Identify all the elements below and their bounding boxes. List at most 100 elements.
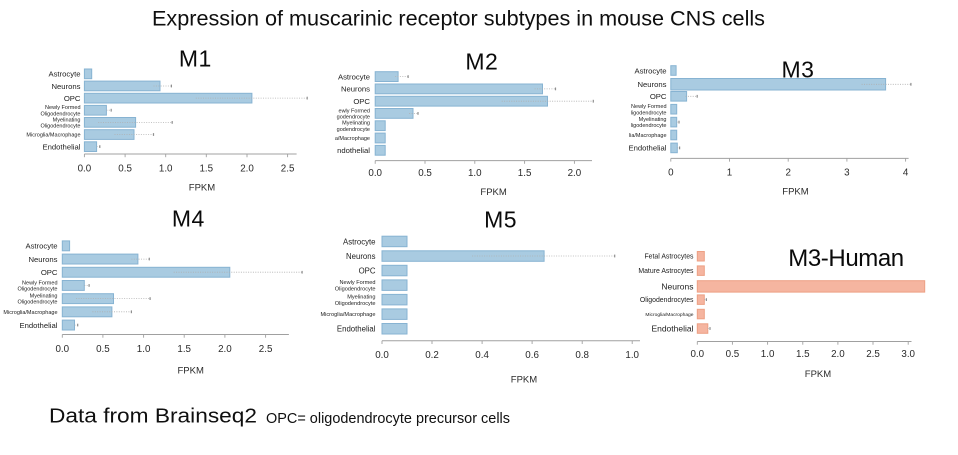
svg-text:OPC: OPC bbox=[359, 266, 376, 275]
svg-text:2.5: 2.5 bbox=[866, 349, 880, 360]
svg-text:Myelinating: Myelinating bbox=[53, 117, 81, 123]
svg-text:ndothelial: ndothelial bbox=[337, 146, 370, 155]
svg-text:0.5: 0.5 bbox=[118, 163, 132, 174]
svg-text:0.5: 0.5 bbox=[726, 349, 740, 360]
svg-text:Astrocyte: Astrocyte bbox=[25, 242, 57, 251]
svg-text:2: 2 bbox=[785, 168, 790, 179]
svg-text:Newly Formed: Newly Formed bbox=[45, 105, 80, 111]
svg-text:Microglia/Macrophage: Microglia/Macrophage bbox=[320, 312, 375, 318]
svg-text:2.0: 2.0 bbox=[218, 344, 232, 355]
svg-text:Myelinating: Myelinating bbox=[342, 121, 370, 127]
svg-text:M1: M1 bbox=[179, 46, 212, 72]
svg-text:ligodendrocyte: ligodendrocyte bbox=[631, 123, 667, 129]
svg-text:FPKM: FPKM bbox=[480, 187, 506, 198]
svg-text:0.8: 0.8 bbox=[575, 350, 589, 361]
svg-text:Neurons: Neurons bbox=[341, 85, 370, 94]
svg-text:0.0: 0.0 bbox=[55, 344, 69, 355]
svg-text:2.0: 2.0 bbox=[568, 168, 582, 179]
svg-text:FPKM: FPKM bbox=[805, 369, 831, 380]
svg-text:Oligodendrocyte: Oligodendrocyte bbox=[17, 300, 57, 306]
svg-text:Microglia/Macrophage: Microglia/Macrophage bbox=[645, 312, 693, 318]
svg-text:3.0: 3.0 bbox=[901, 349, 915, 360]
svg-text:1.0: 1.0 bbox=[159, 163, 173, 174]
svg-text:ligodendrocyte: ligodendrocyte bbox=[631, 110, 667, 116]
svg-text:1.0: 1.0 bbox=[625, 350, 639, 361]
svg-text:Oligodendrocyte: Oligodendrocyte bbox=[40, 123, 80, 129]
svg-text:godendrocyte: godendrocyte bbox=[337, 127, 370, 133]
svg-text:3: 3 bbox=[844, 168, 850, 179]
svg-text:Oligodendrocyte: Oligodendrocyte bbox=[335, 301, 376, 307]
svg-text:1.5: 1.5 bbox=[796, 349, 810, 360]
svg-text:Microglia/Macrophage: Microglia/Macrophage bbox=[26, 133, 80, 139]
svg-text:Endothelial: Endothelial bbox=[337, 325, 376, 334]
svg-text:Data from Brainseq2: Data from Brainseq2 bbox=[49, 406, 257, 428]
svg-text:Endothelial: Endothelial bbox=[651, 324, 693, 334]
svg-text:Newly Formed: Newly Formed bbox=[22, 280, 57, 286]
svg-text:1.0: 1.0 bbox=[468, 168, 482, 179]
svg-text:Oligodendrocyte: Oligodendrocyte bbox=[335, 286, 376, 292]
svg-text:Astrocyte: Astrocyte bbox=[343, 237, 376, 246]
svg-text:0.0: 0.0 bbox=[78, 163, 92, 174]
svg-text:OPC: OPC bbox=[650, 92, 667, 101]
svg-text:0.0: 0.0 bbox=[690, 349, 704, 360]
svg-text:2.5: 2.5 bbox=[259, 344, 273, 355]
svg-text:2.0: 2.0 bbox=[831, 349, 845, 360]
svg-text:M3: M3 bbox=[782, 57, 815, 83]
svg-text:Astrocyte: Astrocyte bbox=[48, 70, 80, 79]
svg-text:Astrocyte: Astrocyte bbox=[338, 72, 370, 81]
svg-text:0.2: 0.2 bbox=[425, 350, 439, 361]
svg-text:0.6: 0.6 bbox=[525, 350, 539, 361]
svg-text:1.5: 1.5 bbox=[177, 344, 191, 355]
svg-text:FPKM: FPKM bbox=[511, 375, 537, 386]
svg-text:Neurons: Neurons bbox=[51, 82, 80, 91]
svg-text:Myelinating: Myelinating bbox=[639, 117, 667, 123]
svg-text:Expression of muscarinic recep: Expression of muscarinic receptor subtyp… bbox=[152, 7, 765, 31]
svg-text:Neurons: Neurons bbox=[28, 255, 57, 264]
svg-text:Myelinating: Myelinating bbox=[30, 294, 58, 300]
svg-text:0.4: 0.4 bbox=[475, 350, 489, 361]
svg-text:Myelinating: Myelinating bbox=[347, 295, 375, 301]
svg-text:M3-Human: M3-Human bbox=[788, 245, 904, 272]
svg-text:2.5: 2.5 bbox=[281, 163, 295, 174]
svg-text:0.5: 0.5 bbox=[96, 344, 110, 355]
svg-text:1: 1 bbox=[727, 168, 732, 179]
svg-text:a/Macrophage: a/Macrophage bbox=[335, 136, 370, 142]
svg-text:Newly Formed: Newly Formed bbox=[631, 104, 666, 110]
svg-text:ewly Formed: ewly Formed bbox=[339, 108, 370, 114]
svg-text:0: 0 bbox=[668, 168, 674, 179]
svg-text:OPC: OPC bbox=[41, 268, 58, 277]
svg-text:0.0: 0.0 bbox=[368, 168, 382, 179]
svg-text:Endothelial: Endothelial bbox=[42, 142, 80, 151]
svg-text:M5: M5 bbox=[484, 207, 517, 233]
svg-text:Oligodendrocyte: Oligodendrocyte bbox=[40, 111, 80, 117]
svg-text:Mature Astrocytes: Mature Astrocytes bbox=[638, 268, 694, 275]
svg-text:lia/Macrophage: lia/Macrophage bbox=[629, 133, 667, 139]
svg-text:0.5: 0.5 bbox=[418, 168, 432, 179]
svg-text:Microglia/Macrophage: Microglia/Macrophage bbox=[3, 310, 57, 316]
svg-text:1.0: 1.0 bbox=[137, 344, 151, 355]
svg-text:1.0: 1.0 bbox=[761, 349, 775, 360]
svg-text:Neurons: Neurons bbox=[346, 252, 376, 261]
svg-text:Oligodendrocyte: Oligodendrocyte bbox=[17, 287, 57, 293]
svg-text:Astrocyte: Astrocyte bbox=[634, 66, 666, 75]
svg-text:Neurons: Neurons bbox=[637, 80, 666, 89]
svg-text:FPKM: FPKM bbox=[189, 183, 215, 194]
svg-text:Oligodendrocytes: Oligodendrocytes bbox=[640, 297, 694, 304]
svg-text:FPKM: FPKM bbox=[782, 187, 808, 198]
svg-text:4: 4 bbox=[903, 168, 909, 179]
svg-text:Neurons: Neurons bbox=[661, 282, 693, 292]
svg-text:Endothelial: Endothelial bbox=[628, 144, 666, 153]
svg-text:OPC= oligodendrocyte precursor: OPC= oligodendrocyte precursor cells bbox=[266, 411, 510, 427]
svg-text:M2: M2 bbox=[465, 48, 498, 74]
svg-text:godendrocyte: godendrocyte bbox=[337, 115, 370, 121]
svg-text:0.0: 0.0 bbox=[375, 350, 389, 361]
svg-text:1.5: 1.5 bbox=[518, 168, 532, 179]
svg-text:2.0: 2.0 bbox=[240, 163, 254, 174]
svg-text:Endothelial: Endothelial bbox=[19, 321, 57, 330]
svg-text:Fetal Astrocytes: Fetal Astrocytes bbox=[644, 254, 694, 261]
svg-text:FPKM: FPKM bbox=[178, 365, 204, 376]
svg-text:OPC: OPC bbox=[64, 94, 81, 103]
svg-text:Newly Formed: Newly Formed bbox=[339, 280, 375, 286]
svg-text:M4: M4 bbox=[172, 206, 205, 232]
svg-text:1.5: 1.5 bbox=[199, 163, 213, 174]
